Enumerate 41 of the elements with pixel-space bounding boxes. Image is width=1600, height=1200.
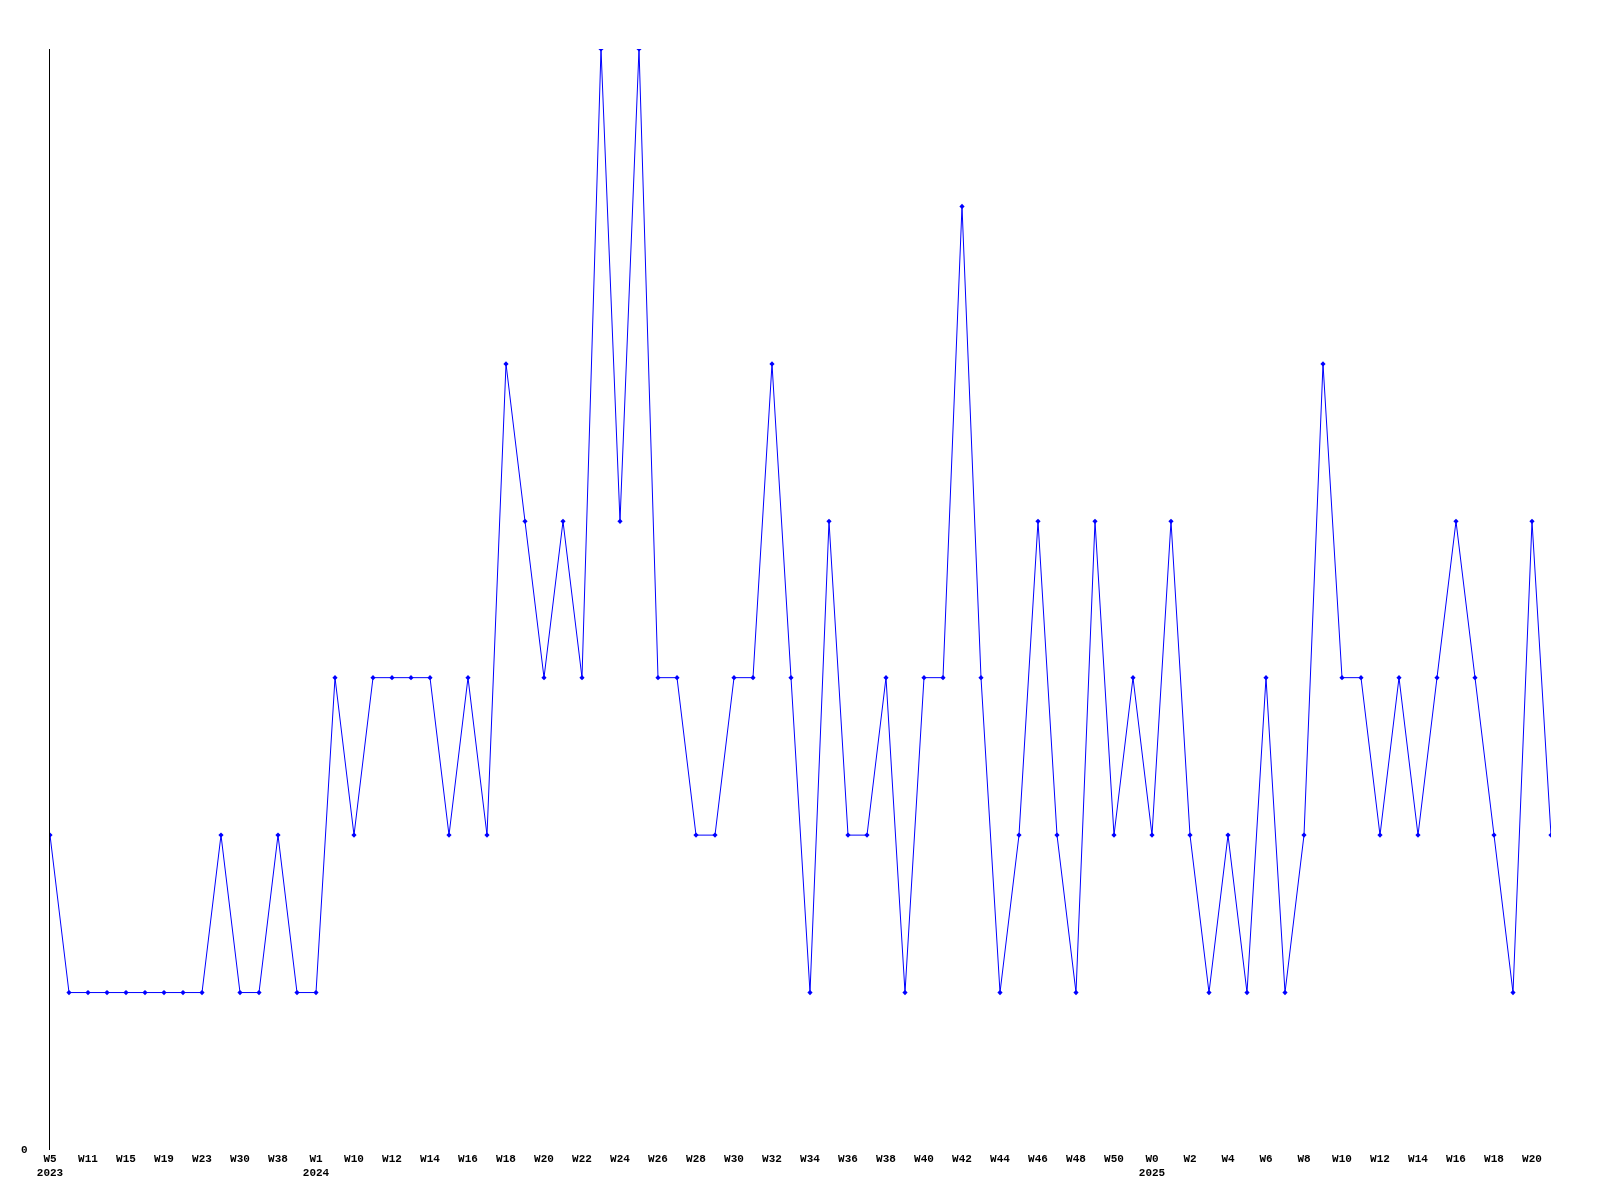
x-tick-label: W14 (1408, 1153, 1429, 1165)
x-tick-label: W48 (1066, 1153, 1087, 1165)
x-tick-label: W1 2024 (302, 1153, 330, 1180)
x-tick-label: W18 (1484, 1153, 1505, 1165)
x-tick-label: W26 (648, 1153, 668, 1165)
x-tick-label: W5 2023 (36, 1153, 64, 1180)
x-tick-label: W18 (496, 1153, 517, 1165)
x-tick-label: W24 (610, 1153, 631, 1165)
x-tick-label: W32 (762, 1153, 782, 1165)
x-tick-label: W44 (990, 1153, 1011, 1165)
x-tick-label: W12 (1370, 1153, 1390, 1165)
x-tick-label: W2 (1183, 1153, 1197, 1165)
x-tick-label: W6 (1259, 1153, 1273, 1165)
x-tick-label: W11 (78, 1153, 99, 1165)
x-tick-label: W50 (1104, 1153, 1124, 1165)
x-tick-label: W40 (914, 1153, 934, 1165)
x-tick-label: W42 (952, 1153, 972, 1165)
x-tick-label: W22 (572, 1153, 592, 1165)
x-tick-label: W8 (1297, 1153, 1311, 1165)
x-tick-label: W20 (1522, 1153, 1542, 1165)
x-tick-label: W0 2025 (1138, 1153, 1166, 1180)
x-tick-label: W19 (154, 1153, 174, 1165)
x-tick-label: W15 (116, 1153, 137, 1165)
x-tick-label: W20 (534, 1153, 554, 1165)
x-tick-label: W36 (838, 1153, 858, 1165)
text: 0 (21, 1144, 28, 1156)
x-tick-label: W10 (344, 1153, 364, 1165)
x-tick-label: W14 (420, 1153, 441, 1165)
x-tick-label: W34 (800, 1153, 821, 1165)
x-tick-label: W38 (268, 1153, 289, 1165)
x-tick-label: W16 (458, 1153, 478, 1165)
x-tick-label: W30 (230, 1153, 250, 1165)
x-tick-label: W28 (686, 1153, 707, 1165)
x-tick-label: W10 (1332, 1153, 1352, 1165)
x-tick-label: W46 (1028, 1153, 1048, 1165)
x-tick-label: W23 (192, 1153, 213, 1165)
x-tick-label: W16 (1446, 1153, 1466, 1165)
x-tick-label: W38 (876, 1153, 897, 1165)
x-tick-label: W30 (724, 1153, 744, 1165)
x-tick-label: W12 (382, 1153, 402, 1165)
x-tick-label: W4 (1221, 1153, 1235, 1165)
